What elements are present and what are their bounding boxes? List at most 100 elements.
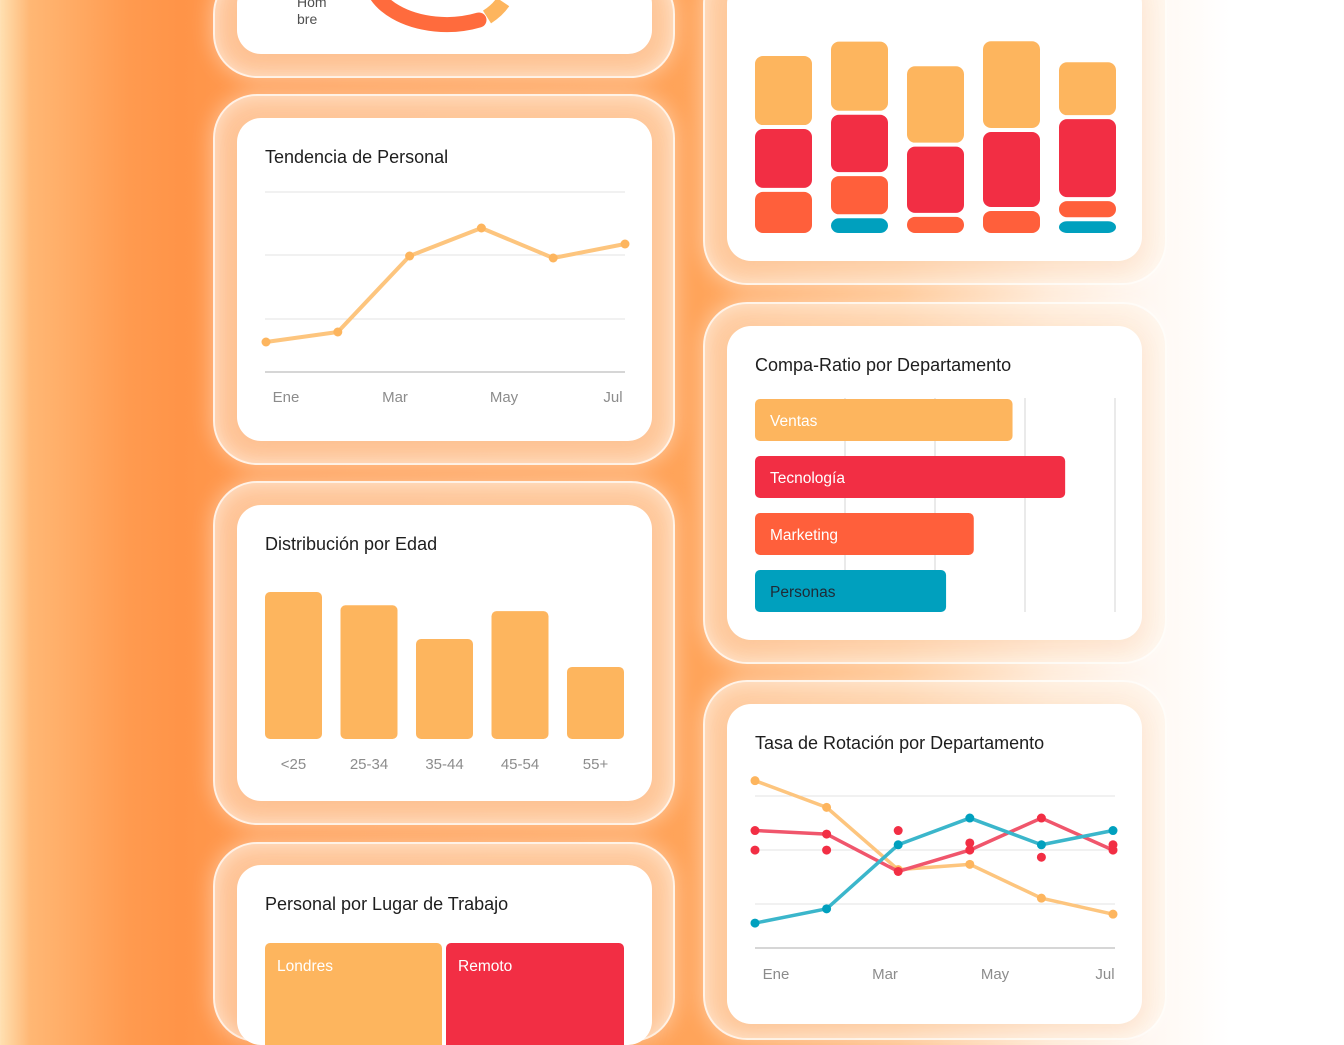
bar-label: Tecnología [770, 470, 845, 487]
data-point [548, 253, 558, 263]
donut-segment-men [370, 0, 487, 33]
stacked-segment [831, 218, 888, 233]
stacked-segment [907, 146, 964, 213]
series-line [753, 778, 1115, 916]
data-point [750, 845, 760, 855]
age-bar [340, 605, 398, 739]
data-point [822, 802, 832, 812]
compa-ratio-chart: Ventas Tecnología Marketing Personas [755, 398, 1116, 612]
workplace-card: Personal por Lugar de Trabajo Londres Re… [237, 865, 652, 1045]
x-tick-label: May [490, 389, 519, 406]
stacked-segment [1059, 201, 1116, 218]
data-point [1036, 852, 1046, 862]
stacked-segment [983, 41, 1040, 128]
stacked-segment [831, 114, 888, 173]
stacked-segment [755, 55, 812, 126]
data-point [620, 239, 630, 249]
data-point [965, 859, 975, 869]
data-point [822, 829, 832, 839]
data-point [1108, 826, 1118, 836]
staff-trend-chart: Ene Mar May Jul [261, 191, 630, 406]
data-point [261, 337, 271, 347]
workplace-label-remoto: Remoto [458, 958, 512, 975]
data-point [1036, 813, 1046, 823]
data-point [965, 838, 975, 848]
data-point [405, 251, 415, 261]
data-point [750, 918, 760, 928]
stacked-segment [983, 210, 1040, 233]
turnover-title: Tasa de Rotación por Departamento [755, 733, 1045, 753]
stacked-segment [1059, 119, 1116, 198]
age-distribution-chart: <25 25-34 35-44 45-54 55+ [265, 592, 624, 773]
stacked-segment [831, 41, 888, 111]
data-point [822, 904, 832, 914]
x-tick-label: Jul [1095, 966, 1114, 983]
stacked-segment [755, 191, 812, 233]
compa-ratio-title: Compa-Ratio por Departamento [755, 355, 1012, 375]
bar-label: Personas [770, 584, 836, 601]
compa-ratio-card: Compa-Ratio por Departamento Ventas Tecno… [727, 326, 1142, 640]
x-tick-label: 25-34 [350, 756, 388, 773]
x-tick-label: May [981, 966, 1010, 983]
stacked-bars-chart [755, 41, 1116, 233]
stacked-segment [907, 66, 964, 143]
compa-bar [755, 456, 1066, 498]
age-bar [491, 611, 549, 739]
workplace-chart: Londres Remoto [265, 943, 624, 1045]
age-distribution-title: Distribución por Edad [265, 534, 438, 554]
x-tick-label: Mar [872, 966, 898, 983]
data-point [893, 866, 903, 876]
x-tick-label: Mar [382, 389, 408, 406]
stacked-segment [1059, 221, 1116, 233]
data-point [893, 840, 903, 850]
data-point [965, 813, 975, 823]
data-point [822, 845, 832, 855]
data-point [1108, 840, 1118, 850]
stacked-segment [831, 176, 888, 215]
turnover-chart: Ene Mar May Jul [750, 776, 1118, 983]
bar-label: Ventas [770, 413, 818, 430]
x-tick-label: <25 [281, 756, 306, 773]
donut-segment-women [482, 0, 510, 24]
data-point [1036, 840, 1046, 850]
x-tick-label: Ene [273, 389, 300, 406]
staff-trend-card: Tendencia de Personal Ene Mar May Jul [237, 118, 652, 441]
stacked-segment [1059, 62, 1116, 116]
data-point [750, 826, 760, 836]
data-point [333, 327, 343, 337]
workplace-title: Personal por Lugar de Trabajo [265, 894, 509, 914]
x-tick-label: 45-54 [501, 756, 539, 773]
compa-bar [755, 513, 974, 555]
stacked-segment [907, 216, 964, 233]
age-distribution-card: Distribución por Edad <25 25-34 35-44 45-54… [237, 505, 652, 801]
gender-donut-chart [370, 0, 510, 33]
data-point [750, 776, 760, 786]
stacked-bars-card [727, 0, 1142, 261]
bar-label: Marketing [770, 527, 838, 544]
legend-label-line: Hom [297, 0, 327, 10]
data-point [893, 826, 903, 836]
data-point [1036, 893, 1046, 903]
series-line [753, 816, 1115, 925]
turnover-card: Tasa de Rotación por Departamento Ene Mar… [727, 704, 1142, 1024]
series-line [264, 226, 627, 344]
data-point [1108, 909, 1118, 919]
series-line [753, 816, 1115, 874]
compa-bar [755, 399, 1013, 441]
gender-donut-card: Hom bre [237, 0, 652, 54]
x-tick-label: 35-44 [425, 756, 463, 773]
stacked-segment [983, 131, 1040, 207]
stacked-segment [755, 129, 812, 188]
data-point [965, 845, 975, 855]
age-bar [416, 639, 473, 739]
workplace-label-londres: Londres [277, 958, 333, 975]
gender-donut-legend: Hom bre [297, 0, 327, 28]
staff-trend-title: Tendencia de Personal [265, 147, 449, 167]
compa-bar [755, 570, 947, 612]
age-bar [265, 592, 322, 739]
age-bar [567, 666, 624, 739]
x-tick-label: Jul [603, 389, 622, 406]
x-tick-label: 55+ [583, 756, 609, 773]
data-point [476, 223, 486, 233]
x-tick-label: Ene [763, 966, 790, 983]
